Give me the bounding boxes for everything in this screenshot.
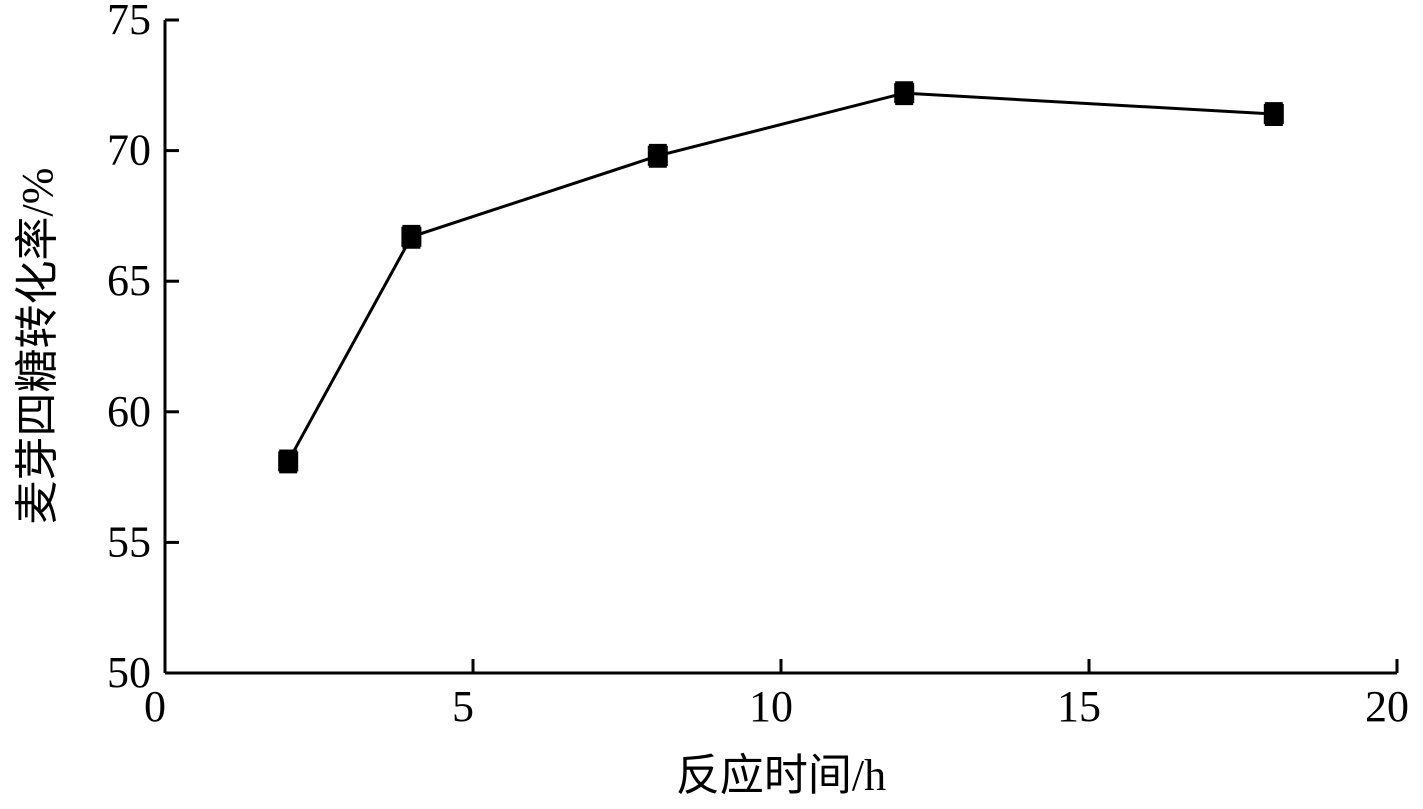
x-tick-label: 15 <box>1057 682 1101 731</box>
y-tick-label: 75 <box>107 0 151 44</box>
data-point <box>401 226 422 247</box>
y-tick-label: 50 <box>107 648 151 697</box>
data-point <box>278 451 299 472</box>
y-tick-label: 65 <box>107 256 151 305</box>
x-tick-label: 0 <box>144 682 166 731</box>
data-point <box>1263 104 1284 125</box>
x-tick-label: 10 <box>749 682 793 731</box>
data-point <box>647 145 668 166</box>
x-tick-label: 20 <box>1365 682 1409 731</box>
y-axis-label: 麦芽四糖转化率/% <box>13 168 62 525</box>
data-point <box>894 83 915 104</box>
data-line <box>286 91 1274 463</box>
x-axis-label: 反应时间/h <box>676 751 886 800</box>
y-tick-label: 70 <box>107 126 151 175</box>
y-tick-label: 55 <box>107 517 151 566</box>
x-tick-label: 5 <box>452 682 474 731</box>
y-tick-label: 60 <box>107 387 151 436</box>
